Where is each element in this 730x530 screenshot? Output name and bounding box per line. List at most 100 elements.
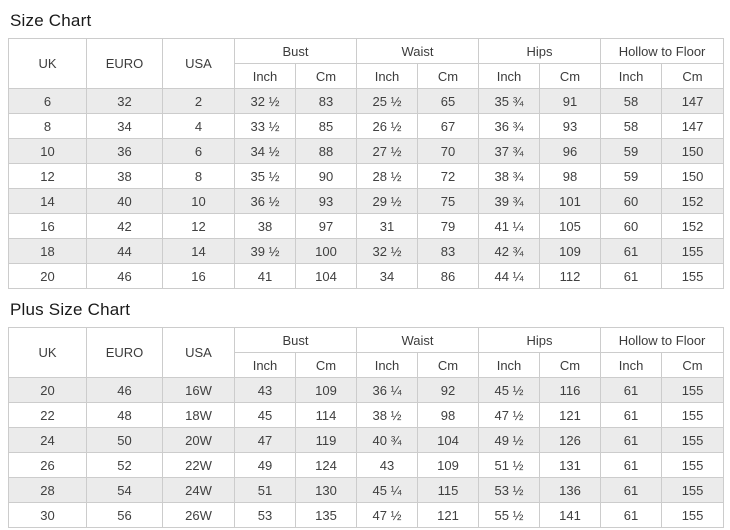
table-cell: 48 <box>86 402 163 428</box>
unit-header-cm: Cm <box>417 63 480 89</box>
column-header-usa: USA <box>162 38 235 89</box>
table-cell: 35 ½ <box>234 163 296 189</box>
table-cell: 38 ½ <box>356 402 419 428</box>
table-cell: 98 <box>417 402 480 428</box>
table-cell: 61 <box>600 477 663 503</box>
table-cell: 59 <box>600 138 663 164</box>
table-cell: 8 <box>8 113 87 139</box>
table-cell: 40 <box>86 188 163 214</box>
table-cell: 36 <box>86 138 163 164</box>
table-header: UK EURO USA Bust Waist Hips Hollow to Floor Inc… <box>8 327 725 378</box>
table-cell: 155 <box>661 402 725 428</box>
table-cell: 61 <box>600 402 663 428</box>
size-chart-title: Size Chart <box>10 11 92 30</box>
table-cell: 136 <box>539 477 602 503</box>
table-cell: 31 <box>356 213 419 239</box>
table-cell: 4 <box>162 113 235 139</box>
table-cell: 155 <box>661 502 725 528</box>
table-cell: 18W <box>162 402 235 428</box>
table-cell: 12 <box>8 163 87 189</box>
table-cell: 22W <box>162 452 235 478</box>
table-cell: 33 ½ <box>234 113 296 139</box>
table-cell: 114 <box>294 402 358 428</box>
table-row: 16 42 12 38 97 31 79 41 ¼ 105 60 152 <box>8 213 725 239</box>
table-cell: 45 ½ <box>478 377 541 403</box>
column-header-bust: Bust <box>233 327 358 353</box>
table-cell: 45 ¼ <box>356 477 419 503</box>
table-cell: 32 ½ <box>356 238 419 264</box>
table-cell: 47 <box>234 427 296 453</box>
header-row-units: Inch Cm Inch Cm Inch Cm Inch Cm <box>9 352 725 378</box>
unit-header-inch: Inch <box>478 352 541 378</box>
table-cell: 10 <box>8 138 87 164</box>
table-cell: 130 <box>294 477 358 503</box>
table-cell: 26W <box>162 502 235 528</box>
plus-size-chart-section: Plus Size Chart UK EURO USA Bust Waist Hips Ho… <box>8 289 725 528</box>
table-cell: 34 ½ <box>234 138 296 164</box>
table-cell: 96 <box>539 138 602 164</box>
table-cell: 83 <box>417 238 480 264</box>
table-cell: 46 <box>86 377 163 403</box>
table-cell: 6 <box>8 88 87 114</box>
table-cell: 39 ½ <box>234 238 296 264</box>
table-cell: 61 <box>600 452 663 478</box>
table-cell: 44 <box>86 238 163 264</box>
table-cell: 135 <box>294 502 358 528</box>
plus-size-chart-table: UK EURO USA Bust Waist Hips Hollow to Floor Inc… <box>8 327 725 528</box>
table-cell: 90 <box>294 163 358 189</box>
column-header-euro: EURO <box>86 38 163 89</box>
table-cell: 58 <box>600 113 663 139</box>
table-cell: 75 <box>417 188 480 214</box>
table-cell: 51 <box>234 477 296 503</box>
table-cell: 41 <box>234 263 296 289</box>
table-row: 10 36 6 34 ½ 88 27 ½ 70 37 ¾ 96 59 150 <box>8 138 725 164</box>
column-header-hips: Hips <box>478 327 602 353</box>
table-cell: 51 ½ <box>478 452 541 478</box>
table-cell: 59 <box>600 163 663 189</box>
column-header-hollow-to-floor: Hollow to Floor <box>600 38 725 64</box>
table-cell: 152 <box>661 188 725 214</box>
table-cell: 50 <box>86 427 163 453</box>
table-cell: 27 ½ <box>356 138 419 164</box>
table-cell: 101 <box>539 188 602 214</box>
table-cell: 26 ½ <box>356 113 419 139</box>
table-cell: 34 <box>86 113 163 139</box>
table-cell: 83 <box>294 88 358 114</box>
table-cell: 93 <box>539 113 602 139</box>
table-cell: 97 <box>294 213 358 239</box>
table-cell: 49 ½ <box>478 427 541 453</box>
table-cell: 92 <box>417 377 480 403</box>
table-cell: 65 <box>417 88 480 114</box>
table-cell: 104 <box>294 263 358 289</box>
table-cell: 22 <box>8 402 87 428</box>
header-row-groups: UK EURO USA Bust Waist Hips Hollow to Floor <box>8 327 725 378</box>
column-header-hollow-to-floor: Hollow to Floor <box>600 327 725 353</box>
table-cell: 61 <box>600 377 663 403</box>
table-cell: 36 ½ <box>234 188 296 214</box>
table-cell: 115 <box>417 477 480 503</box>
table-cell: 155 <box>661 452 725 478</box>
table-cell: 56 <box>86 502 163 528</box>
table-row: 22 48 18W 45 114 38 ½ 98 47 ½ 121 61 155 <box>8 402 725 428</box>
unit-header-inch: Inch <box>478 63 541 89</box>
table-row: 20 46 16 41 104 34 86 44 ¼ 112 61 155 <box>8 263 725 289</box>
table-cell: 14 <box>8 188 87 214</box>
table-cell: 93 <box>294 188 358 214</box>
table-cell: 72 <box>417 163 480 189</box>
size-chart-table: UK EURO USA Bust Waist Hips Hollow to Floor Inc… <box>8 38 725 289</box>
table-cell: 147 <box>661 113 725 139</box>
table-cell: 121 <box>539 402 602 428</box>
table-cell: 35 ¾ <box>478 88 541 114</box>
table-row: 30 56 26W 53 135 47 ½ 121 55 ½ 141 61 155 <box>8 502 725 528</box>
table-cell: 42 ¾ <box>478 238 541 264</box>
unit-header-inch: Inch <box>600 63 663 89</box>
unit-header-cm: Cm <box>417 352 480 378</box>
unit-header-inch: Inch <box>600 352 663 378</box>
column-header-usa: USA <box>162 327 235 378</box>
table-cell: 38 <box>234 213 296 239</box>
table-cell: 36 ¼ <box>356 377 419 403</box>
table-cell: 12 <box>162 213 235 239</box>
table-cell: 24 <box>8 427 87 453</box>
table-row: 14 40 10 36 ½ 93 29 ½ 75 39 ¾ 101 60 152 <box>8 188 725 214</box>
